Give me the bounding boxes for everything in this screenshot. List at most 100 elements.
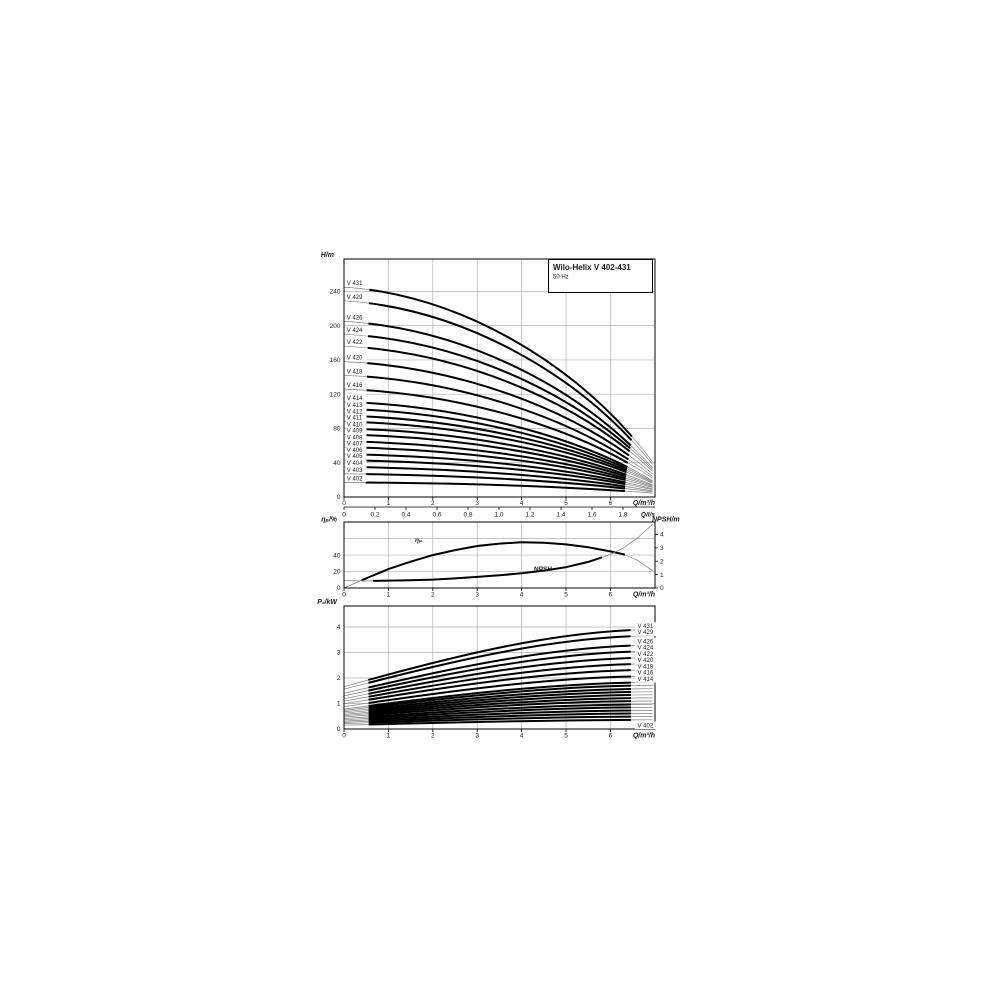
model-label: V 416: [638, 671, 654, 677]
model-label: V 418: [638, 664, 654, 670]
model-label-bg: [345, 413, 367, 422]
model-label-bg: [345, 465, 367, 474]
head-x-tick-label: 1: [387, 500, 391, 507]
head-curve: [343, 407, 654, 483]
curves: [343, 286, 654, 727]
head-x-tick-label: 2: [431, 500, 435, 507]
mid-x-tick-label: 1: [387, 592, 391, 599]
head-curve: [343, 459, 653, 491]
head-y-tick-label: 80: [333, 426, 341, 433]
secondary-x-tick-label: 0,8: [463, 512, 472, 519]
model-label-bg: [345, 393, 367, 402]
eff-y-tick-label: 40: [333, 552, 341, 559]
power-y-tick-label: 3: [337, 650, 341, 657]
power-curve: [343, 703, 653, 720]
model-label: V 424: [638, 646, 654, 652]
power-curve: [343, 700, 653, 718]
secondary-x-tick-label: 1,6: [587, 512, 596, 519]
chart-frame: [343, 521, 656, 589]
model-label-bg: [635, 721, 658, 730]
head-curve: [343, 427, 653, 486]
power-curve: [343, 715, 653, 725]
power-curve: [343, 687, 653, 713]
model-label: V 414: [347, 396, 363, 402]
power-curve: [343, 656, 653, 700]
head-curve: [343, 286, 654, 463]
model-label-bg: [345, 367, 367, 375]
model-label: V 406: [347, 448, 363, 454]
chart-frames: [343, 258, 658, 732]
head-curve: [343, 388, 654, 480]
head-x-tick-label: 4: [520, 500, 524, 507]
head-curve: [343, 374, 654, 478]
model-label: V 402: [638, 723, 654, 729]
power-curve: [343, 690, 653, 715]
title-box-border: [548, 259, 653, 293]
chart-frame: [343, 258, 656, 498]
mid-x-tick-label: 0: [342, 592, 346, 599]
bottom-x-tick-label: 0: [342, 733, 346, 740]
head-curve: [343, 433, 653, 487]
model-label-bg: [635, 637, 658, 646]
head-curve: [343, 400, 654, 482]
head-y-tick-label: 160: [330, 357, 341, 364]
model-label-bg: [635, 643, 658, 652]
axis-labels: H/m Q/m³/h Q/l/s ηₚ/% NPSH/m Q/m³/h ηₚ N…: [317, 252, 679, 740]
power-curve: [343, 644, 653, 695]
power-curve: [343, 634, 653, 691]
model-label: V 429: [347, 295, 363, 301]
head-x-tick-label: 5: [564, 500, 568, 507]
model-label: V 429: [638, 630, 654, 636]
model-label-bg: [345, 313, 367, 321]
model-label: V 422: [347, 340, 363, 346]
mid-x-tick-label: 2: [431, 592, 435, 599]
head-y-axis-label: H/m: [321, 252, 334, 259]
power-curve: [343, 650, 653, 697]
model-label: V 431: [347, 281, 363, 287]
model-label: V 404: [347, 461, 363, 467]
model-label-bg: [635, 668, 658, 677]
mid-x-tick-label: 6: [609, 592, 613, 599]
power-curve: [343, 628, 653, 688]
power-y-tick-label: 2: [337, 675, 341, 682]
model-label: V 426: [347, 315, 363, 321]
bottom-x-axis-label: Q/m³/h: [633, 733, 655, 740]
model-label-bg: [345, 439, 367, 447]
npsh-curve-thin: [343, 524, 653, 582]
npsh-y-tick-label: 4: [660, 532, 664, 539]
model-label: V 411: [347, 416, 363, 422]
chart-title: Wilo-Helix V 402-431: [553, 263, 631, 272]
chart-subtitle: 50 Hz: [553, 275, 569, 281]
model-label-bg: [345, 452, 367, 460]
head-curve: [343, 481, 653, 495]
head-y-tick-label: 120: [330, 391, 341, 398]
secondary-x-tick-label: 1,4: [556, 512, 565, 519]
model-label: V 422: [638, 652, 654, 658]
bottom-x-tick-label: 5: [564, 733, 568, 740]
model-label-bg: [635, 656, 658, 664]
mid-x-tick-label: 3: [475, 592, 479, 599]
model-label-bg: [345, 433, 367, 441]
model-label-bg: [635, 628, 658, 636]
model-label: V 424: [347, 328, 363, 334]
power-curve: [343, 662, 653, 703]
npsh-y-tick-label: 0: [660, 585, 664, 592]
head-y-tick-label: 40: [333, 460, 341, 467]
secondary-x-tick-label: 1,0: [494, 512, 503, 519]
bottom-x-tick-label: 6: [609, 733, 613, 740]
model-label-bg: [635, 675, 658, 683]
model-label-bg: [345, 407, 367, 416]
model-label-bg: [345, 353, 367, 362]
model-label-bg: [345, 381, 367, 389]
model-label: V 431: [638, 624, 654, 630]
model-label: V 426: [638, 640, 654, 646]
head-y-tick-label: 240: [330, 289, 341, 296]
model-label-bg: [345, 338, 367, 346]
model-label: V 420: [347, 356, 363, 362]
power-y-tick-label: 4: [337, 624, 341, 631]
model-label-bg: [345, 426, 367, 434]
model-label: V 408: [347, 435, 363, 441]
npsh-curve-annotation: NPSH: [534, 566, 552, 573]
eff-y-tick-label: 20: [333, 569, 341, 576]
